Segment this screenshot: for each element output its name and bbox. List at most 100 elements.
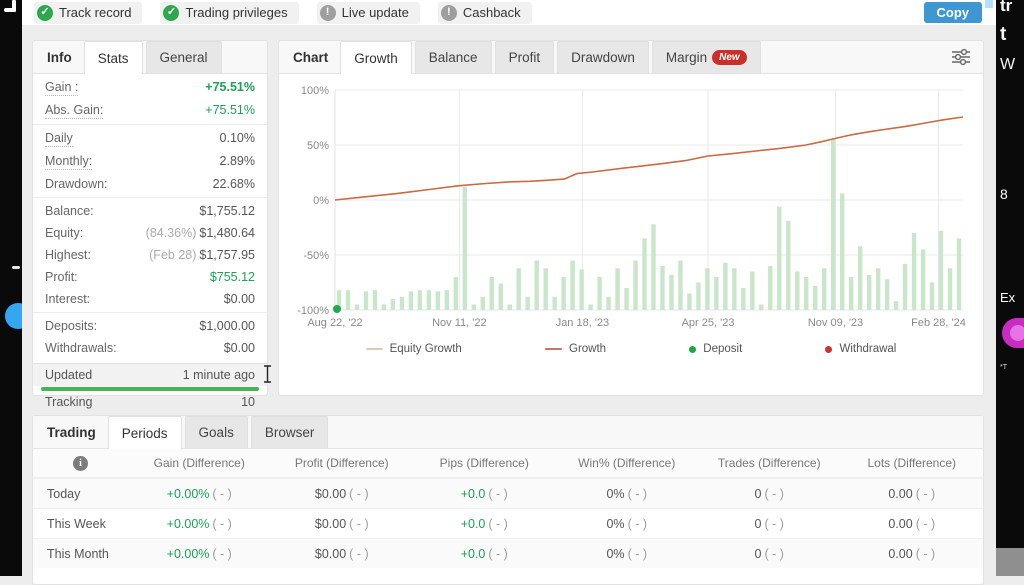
tab-label: Drawdown	[571, 50, 635, 65]
cell-diff: ( - )	[349, 546, 369, 561]
stat-label: Profit:	[45, 269, 78, 284]
chart-settings-icon[interactable]	[951, 48, 971, 66]
chart-card-title: Chart	[293, 49, 329, 65]
tab-balance[interactable]: Balance	[414, 41, 492, 73]
stats-group: Gain : +75.51% Abs. Gain: +75.51%	[33, 74, 267, 124]
cell-value: $0.00	[314, 516, 347, 531]
svg-text:50%: 50%	[307, 140, 329, 152]
stat-label[interactable]: Abs. Gain:	[45, 102, 104, 119]
table-cell: +0.0( - )	[413, 547, 556, 561]
legend-item-growth[interactable]: Growth	[545, 343, 606, 355]
magenta-pill-button[interactable]	[1002, 318, 1024, 348]
badge-group: ✓ Track record ✓ Trading privileges! Live up…	[22, 1, 532, 24]
cell-diff: ( - )	[349, 486, 369, 501]
tab-margin[interactable]: Margin New	[651, 41, 761, 73]
cell-value: 0.00	[888, 516, 913, 531]
cell-diff: ( - )	[488, 546, 508, 561]
tab-label: Margin	[665, 50, 708, 65]
legend-item-equity-growth[interactable]: Equity Growth	[365, 343, 462, 355]
periods-card: Trading Periods Goals Browser i Gain (Differ…	[32, 415, 984, 585]
table-cell: +0.00%( - )	[128, 487, 271, 501]
info-icon[interactable]: i	[73, 456, 88, 471]
stat-value: (84.36%) $1,480.64	[145, 225, 255, 240]
left-edge-strip	[0, 0, 22, 576]
check-icon: ✓	[163, 4, 180, 21]
text-cursor-icon	[264, 365, 271, 383]
updated-row: Updated 1 minute ago	[33, 363, 271, 386]
stats-group: Deposits: $1,000.00 Withdrawals: $0.00	[33, 312, 267, 361]
stat-row: Drawdown: 22.68%	[33, 173, 267, 195]
growth-chart[interactable]: 100% 50% 0% -50% -100% Aug 22, '22 Nov 11, '22…	[279, 74, 983, 341]
tab-goals[interactable]: Goals	[184, 416, 248, 448]
cell-diff: ( - )	[764, 486, 784, 501]
legend-label: Deposit	[703, 343, 743, 355]
tab-label: General	[159, 50, 208, 65]
stat-label[interactable]: Daily	[45, 130, 73, 147]
cell-value: $0.00	[314, 486, 347, 501]
tab-browser[interactable]: Browser	[250, 416, 329, 448]
stat-row: Interest: $0.00	[33, 288, 267, 310]
stats-group: Balance: $1,755.12 Equity: (84.36%) $1,480.6…	[33, 197, 267, 312]
cell-diff: ( - )	[488, 486, 508, 501]
stat-value-prefix: (Feb 28)	[149, 247, 197, 262]
tab-growth[interactable]: Growth	[340, 41, 412, 74]
stat-value-prefix: (84.36%)	[145, 225, 197, 240]
svg-text:Nov 09, '23: Nov 09, '23	[808, 317, 863, 329]
stat-row: Deposits: $1,000.00	[33, 315, 267, 337]
periods-card-tabs: Trading Periods Goals Browser	[33, 416, 983, 449]
check-icon: ✓	[37, 4, 53, 21]
tab-drawdown[interactable]: Drawdown	[557, 41, 649, 73]
tab-profit[interactable]: Profit	[494, 41, 555, 73]
tab-general[interactable]: General	[145, 41, 222, 73]
cell-diff: ( - )	[212, 486, 232, 501]
svg-text:100%: 100%	[301, 85, 329, 97]
cell-diff: ( - )	[212, 516, 232, 531]
status-badge-live-update: ! Live update	[316, 1, 420, 24]
stat-label[interactable]: Gain :	[45, 79, 79, 96]
legend-label: Withdrawal	[839, 343, 897, 355]
stat-value: 2.89%	[219, 153, 255, 168]
tracking-value: 10	[241, 395, 255, 409]
clipped-text-fragment: Ex	[1000, 290, 1016, 305]
cell-value: 0%	[606, 516, 625, 531]
blue-circle-icon	[5, 303, 22, 329]
tab-periods[interactable]: Periods	[107, 416, 182, 449]
stat-row: Abs. Gain: +75.51%	[33, 99, 267, 122]
period-label: This Month	[47, 546, 109, 561]
table-cell: 0( - )	[698, 487, 841, 501]
column-header: Profit (Difference)	[294, 456, 389, 470]
table-cell: $0.00( - )	[271, 517, 414, 531]
legend-item-withdrawal[interactable]: Withdrawal	[825, 343, 896, 355]
cell-value: 0%	[606, 486, 625, 501]
stat-label: Deposits:	[45, 318, 98, 333]
cell-value: +0.00%	[166, 546, 210, 561]
stat-row: Equity: (84.36%) $1,480.64	[33, 222, 267, 244]
table-cell: 0.00( - )	[841, 547, 984, 561]
status-badge-cashback: ! Cashback	[437, 1, 532, 24]
stat-label[interactable]: Monthly:	[45, 153, 93, 170]
tab-label: Profit	[508, 50, 541, 65]
tab-stats[interactable]: Stats	[83, 41, 143, 74]
growth-chart-svg: 100% 50% 0% -50% -100%Aug 22, '22 Nov 11, '22…	[297, 85, 966, 329]
legend-item-deposit[interactable]: Deposit	[689, 343, 742, 355]
table-cell: $0.00( - )	[271, 487, 414, 501]
legend-line-swatch	[365, 348, 383, 350]
badge-label: Trading privileges	[185, 5, 288, 20]
tab-title-trading: Trading	[47, 424, 96, 440]
stat-row: Profit: $755.12	[33, 266, 267, 288]
period-label: This Week	[47, 516, 106, 531]
tab-label: Goals	[198, 425, 234, 440]
scrollbar-fragment	[985, 0, 993, 8]
cell-value: 0	[754, 546, 762, 561]
copy-button[interactable]: Copy	[923, 2, 982, 23]
clipped-text-fragment: *T	[1000, 364, 1007, 371]
clipped-letter-fragment	[12, 0, 16, 12]
cell-diff: ( - )	[349, 516, 369, 531]
cell-diff: ( - )	[488, 516, 508, 531]
column-header: Gain (Difference)	[153, 456, 245, 470]
tab-label: Stats	[97, 50, 129, 66]
stat-label: Drawdown:	[45, 176, 108, 191]
stat-row: Daily 0.10%	[33, 127, 267, 150]
column-header: Lots (Difference)	[867, 456, 956, 470]
cell-diff: ( - )	[764, 516, 784, 531]
